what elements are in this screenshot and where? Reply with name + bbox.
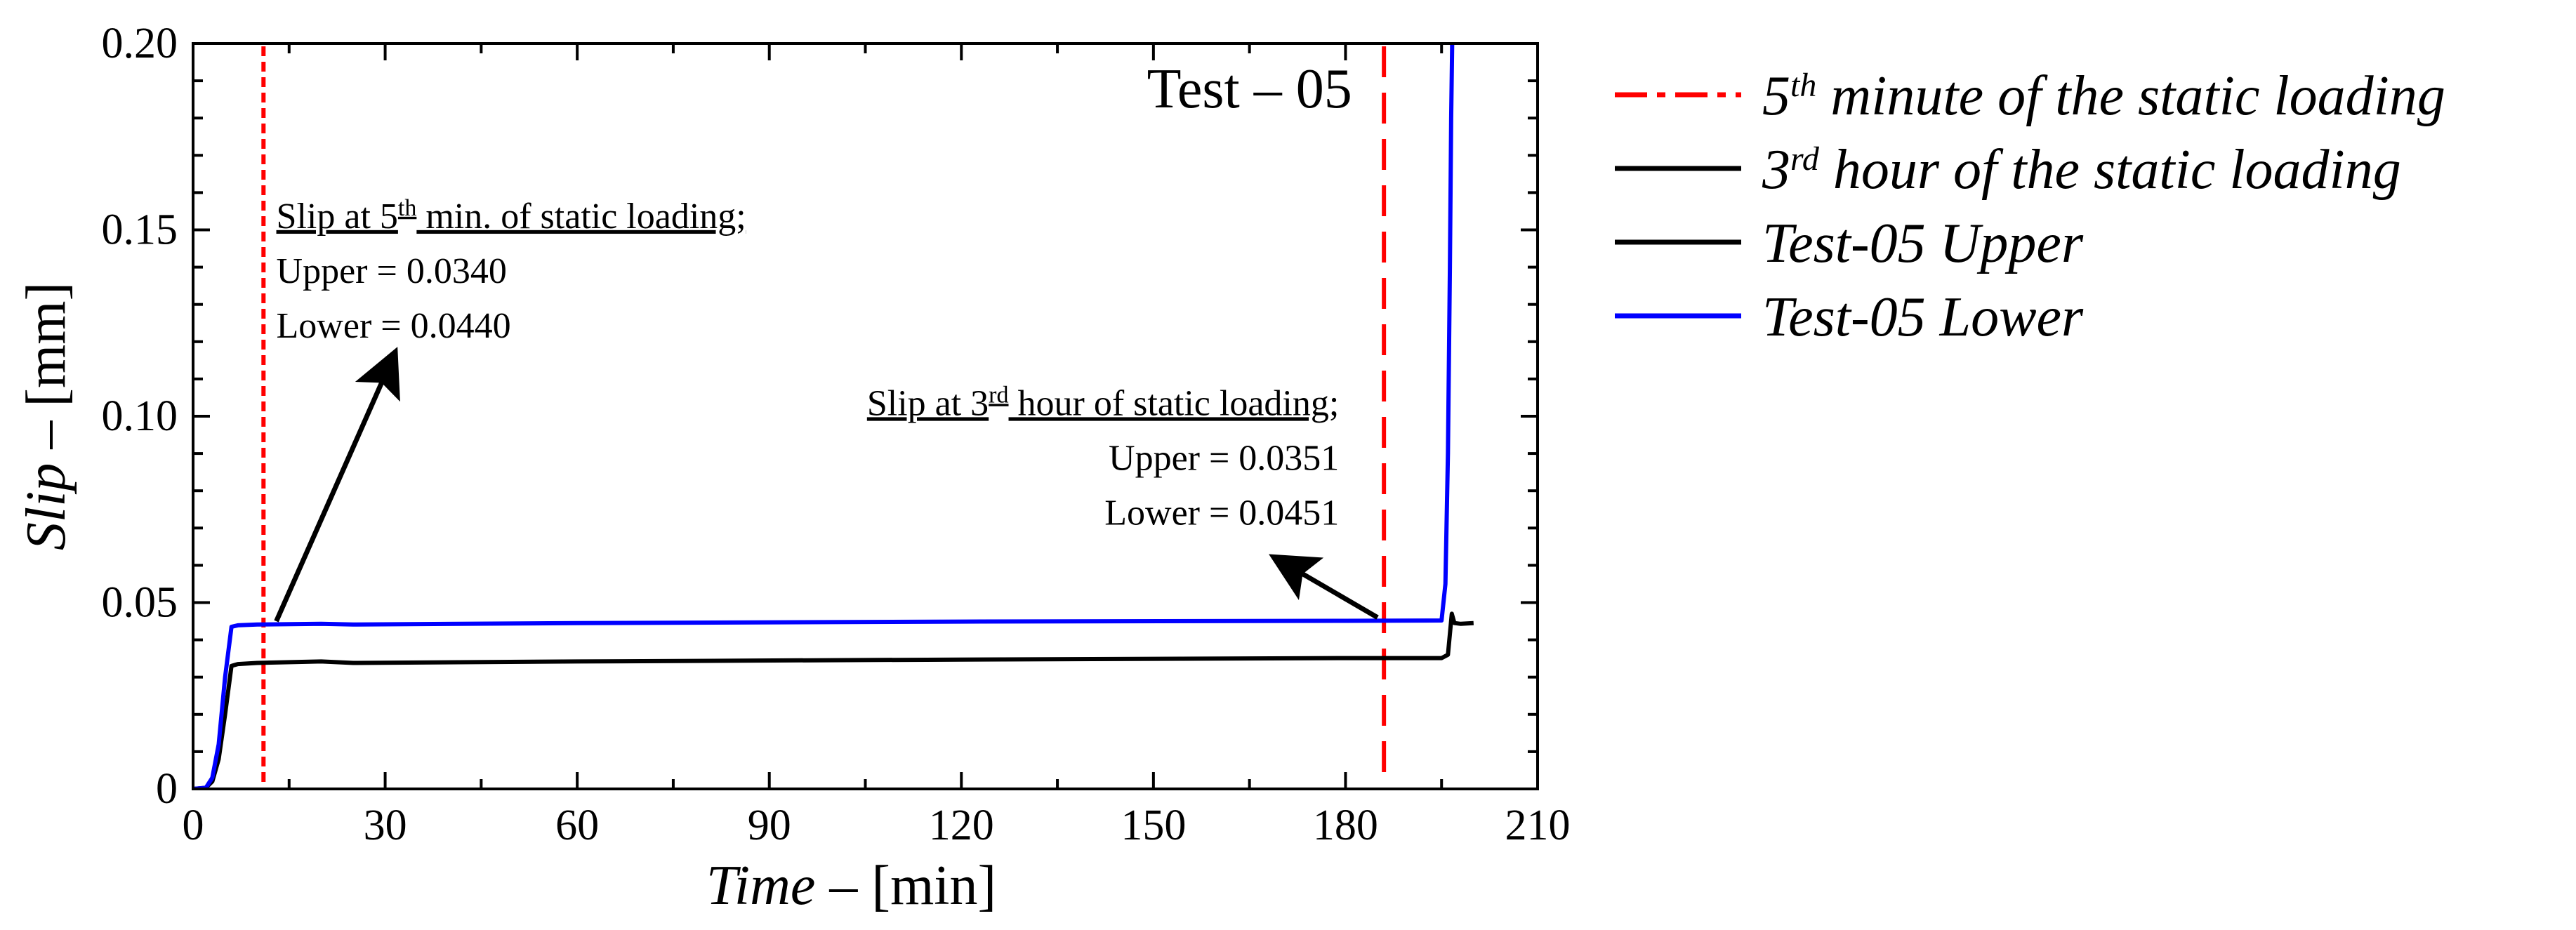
plot-area: Test – 05 Slip at 5th min. of static load… xyxy=(193,44,1474,789)
annotation-heading-min5: Slip at 5th min. of static loading; xyxy=(277,194,746,237)
legend-label-sup: th xyxy=(1790,67,1816,104)
x-axis-title-italic: Time xyxy=(706,855,816,917)
test-label: Test – 05 xyxy=(1147,58,1352,120)
annotation-lower-min5: Lower = 0.0440 xyxy=(277,306,511,346)
annotation-arrow-min5 xyxy=(274,347,400,623)
annotation-heading-text: hour of static loading; xyxy=(1009,383,1340,423)
annotation-arrow-hour3 xyxy=(1269,554,1379,620)
legend-label-lower: Test-05 Lower xyxy=(1762,286,2084,348)
y-axis-title-italic: Slip xyxy=(15,463,77,550)
legend-label-hour3: 3rd hour of the static loading xyxy=(1762,139,2401,201)
annotation-heading-text: min. of static loading; xyxy=(416,197,746,237)
legend-label-main: 3 xyxy=(1762,139,1790,201)
legend: 5th minute of the static loading 3rd hour… xyxy=(1615,65,2445,348)
x-tick-label: 210 xyxy=(1505,802,1571,849)
series-line-upper xyxy=(193,611,1474,789)
y-tick-label: 0.15 xyxy=(102,206,178,254)
annotation-heading-sup: rd xyxy=(989,382,1008,408)
y-axis-title: Slip – [mm] xyxy=(15,282,77,550)
y-tick-label: 0.20 xyxy=(102,20,178,67)
x-tick-label: 0 xyxy=(183,802,204,849)
legend-label-min5: 5th minute of the static loading xyxy=(1762,65,2445,127)
annotation-heading-text: Slip at 3 xyxy=(867,383,989,423)
x-tick-label: 60 xyxy=(555,802,599,849)
y-tick-label: 0 xyxy=(156,765,178,813)
x-tick-label: 180 xyxy=(1313,802,1378,849)
legend-label-main: 5 xyxy=(1762,65,1790,127)
x-tick-label: 30 xyxy=(364,802,407,849)
x-tick-label: 90 xyxy=(748,802,791,849)
legend-label-rest: hour of the static loading xyxy=(1819,139,2401,201)
y-axis-title-rest: – [mm] xyxy=(15,282,77,463)
x-axis-title-rest: – [min] xyxy=(815,855,996,917)
annotation-lower-hour3: Lower = 0.0451 xyxy=(1104,493,1339,533)
y-tick-label: 0.05 xyxy=(102,579,178,627)
annotation-upper-hour3: Upper = 0.0351 xyxy=(1109,438,1339,478)
x-tick-label: 120 xyxy=(929,802,994,849)
annotation-upper-min5: Upper = 0.0340 xyxy=(277,251,507,291)
series-line-lower xyxy=(193,44,1455,789)
x-tick-label: 150 xyxy=(1121,802,1186,849)
legend-label-rest: minute of the static loading xyxy=(1816,65,2445,127)
annotation-heading-text: Slip at 5 xyxy=(277,197,398,237)
y-tick-label: 0.10 xyxy=(102,392,178,440)
legend-label-upper: Test-05 Upper xyxy=(1762,213,2084,274)
annotation-heading-hour3: Slip at 3rd hour of static loading; xyxy=(867,382,1339,424)
x-axis-title: Time – [min] xyxy=(706,855,996,917)
annotation-heading-sup: th xyxy=(398,194,416,220)
axes: 0 30 60 90 120 150 180 210 0 0.05 0.10 0.15 0.20 Time… xyxy=(15,20,1571,917)
legend-label-sup: rd xyxy=(1790,140,1820,178)
